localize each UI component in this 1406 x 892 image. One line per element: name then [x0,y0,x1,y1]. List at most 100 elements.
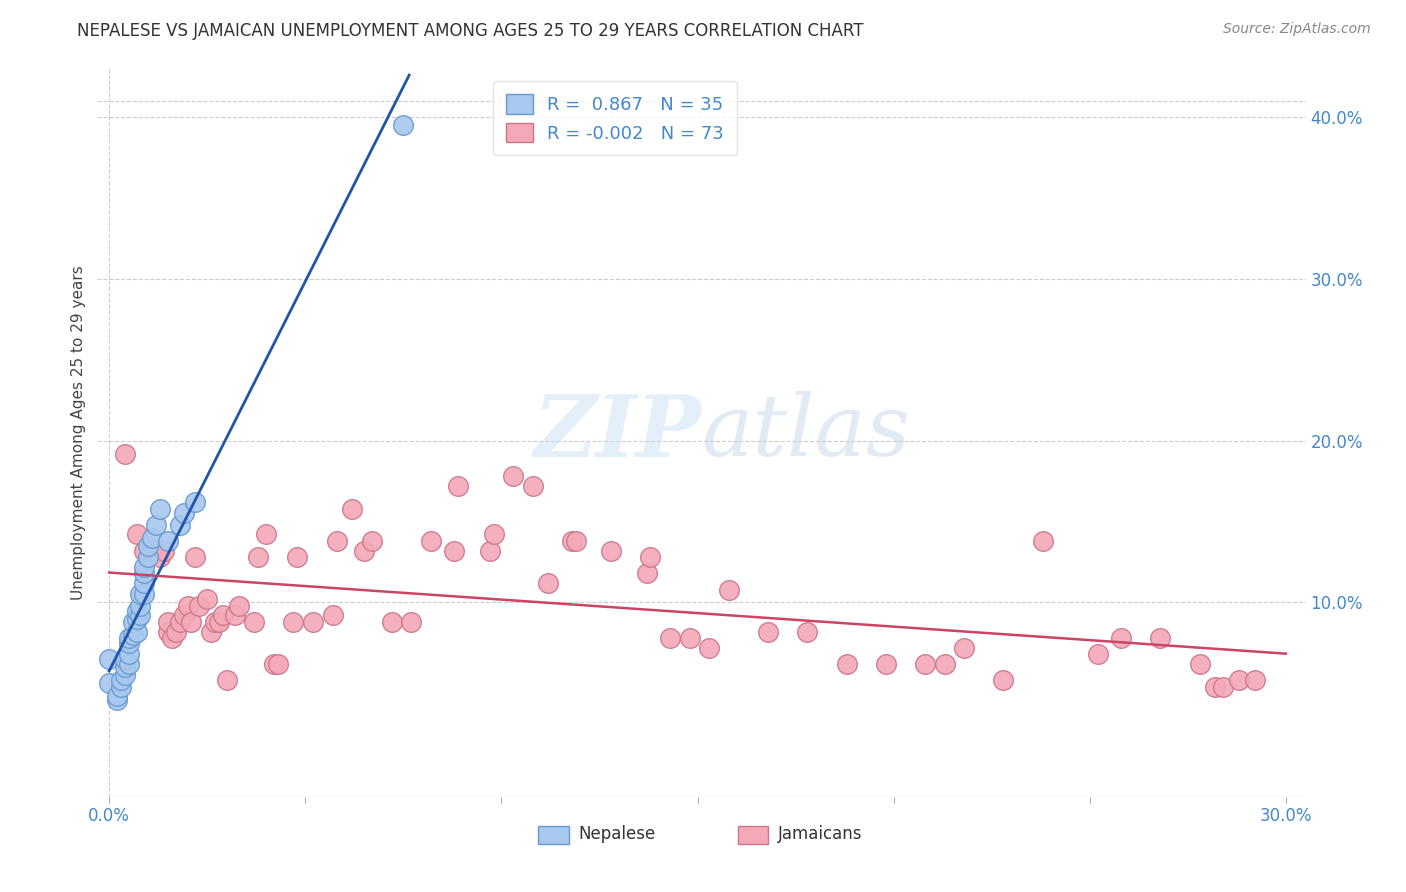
Point [1243,673,1265,687]
Text: Nepalese: Nepalese [578,825,655,844]
Point [1149,631,1171,645]
Point [640,550,662,565]
Text: NEPALESE VS JAMAICAN UNEMPLOYMENT AMONG AGES 25 TO 29 YEARS CORRELATION CHART: NEPALESE VS JAMAICAN UNEMPLOYMENT AMONG … [77,22,863,40]
Point [636,566,658,581]
Point [208,615,231,629]
Point [125,603,148,617]
Point [392,118,415,132]
Point [353,543,375,558]
Point [361,533,384,548]
Point [247,550,270,565]
Bar [538,826,568,844]
Y-axis label: Unemployment Among Ages 25 to 29 years: Unemployment Among Ages 25 to 29 years [72,265,86,600]
Text: Jamaicans: Jamaicans [778,825,862,844]
Point [149,501,172,516]
Point [482,527,505,541]
Point [98,676,121,690]
Point [149,550,172,565]
Point [118,631,141,645]
Point [679,631,702,645]
Point [98,652,121,666]
Point [565,533,588,548]
Point [204,615,226,629]
Point [215,673,238,687]
Point [169,615,191,629]
Point [169,517,191,532]
Point [342,501,364,516]
Point [129,608,152,623]
Point [184,495,207,509]
Point [134,543,156,558]
Point [118,636,141,650]
Point [697,640,720,655]
Point [118,657,141,671]
Point [173,608,195,623]
Point [118,647,141,661]
Point [114,668,136,682]
Point [380,615,402,629]
Point [478,543,501,558]
Point [141,542,163,557]
Text: Source: ZipAtlas.com: Source: ZipAtlas.com [1223,22,1371,37]
Point [105,692,128,706]
Point [125,612,148,626]
Point [145,517,167,532]
Point [156,615,179,629]
Point [110,680,132,694]
Point [254,527,277,541]
Point [325,533,347,548]
Point [125,624,148,639]
Point [195,592,218,607]
Point [267,657,290,671]
Point [419,533,441,548]
Point [176,599,198,613]
Text: atlas: atlas [702,392,911,474]
Point [443,543,465,558]
Point [180,615,202,629]
Point [153,543,176,558]
Point [1212,680,1234,694]
Point [160,631,183,645]
Point [934,657,956,671]
Point [121,628,143,642]
Point [165,624,187,639]
Point [914,657,936,671]
Point [600,543,623,558]
Point [125,527,148,541]
Point [129,599,152,613]
Point [659,631,682,645]
Point [173,507,195,521]
Point [1204,680,1226,694]
Point [141,531,163,545]
Point [138,550,160,565]
Point [156,624,179,639]
Point [835,657,858,671]
Point [717,582,740,597]
Point [134,576,156,591]
Point [134,566,156,581]
Point [875,657,897,671]
Point [953,640,976,655]
Point [243,615,266,629]
Point [993,673,1015,687]
Point [134,587,156,601]
Point [283,615,305,629]
Point [399,615,422,629]
Point [561,533,583,548]
Point [1087,647,1109,661]
Bar [738,826,768,844]
Point [114,652,136,666]
Point [263,657,285,671]
Point [114,447,136,461]
Point [134,559,156,574]
Point [228,599,250,613]
Legend: R =  0.867   N = 35, R = -0.002   N = 73: R = 0.867 N = 35, R = -0.002 N = 73 [494,81,737,155]
Point [1188,657,1211,671]
Point [287,550,309,565]
Text: ZIP: ZIP [533,391,702,475]
Point [796,624,818,639]
Point [502,469,524,483]
Point [756,624,779,639]
Point [184,550,207,565]
Point [105,690,128,704]
